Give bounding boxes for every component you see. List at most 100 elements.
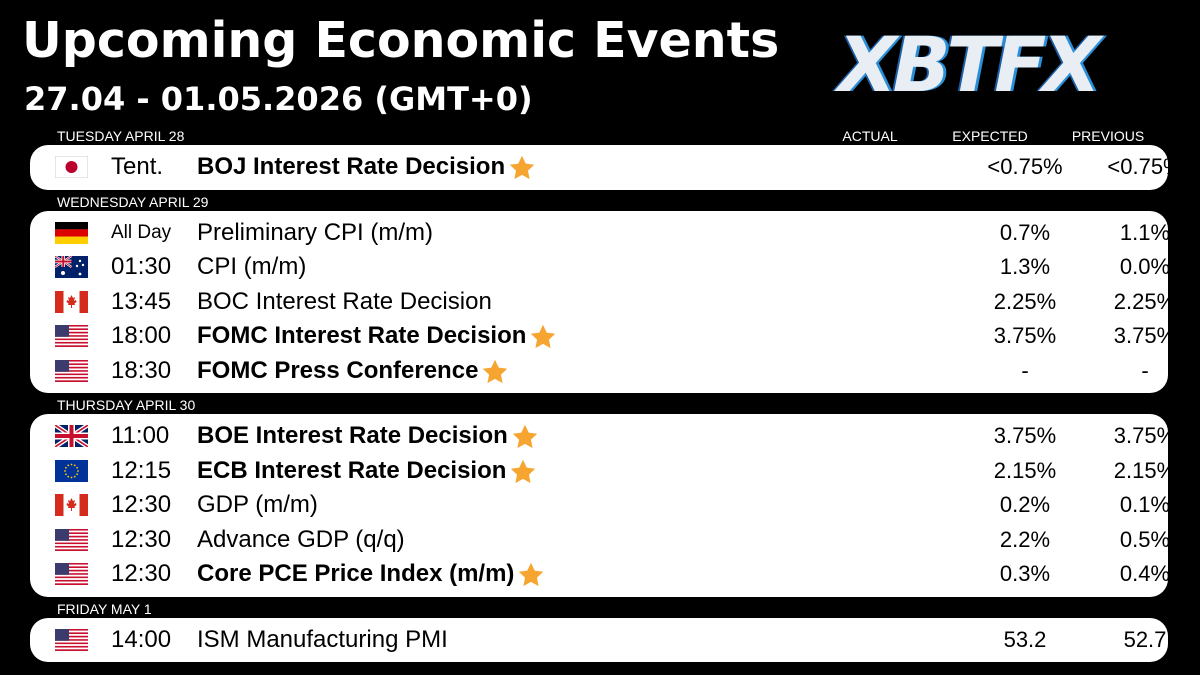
- event-time: Tent.: [111, 153, 164, 180]
- event-name: ECB Interest Rate Decision: [197, 456, 537, 486]
- event-name: Preliminary CPI (m/m): [197, 219, 433, 247]
- previous-value: 1.1%: [1119, 219, 1171, 245]
- event-row: 01:30 CPI (m/m) 1.3% 0.0%: [30, 250, 1171, 284]
- event-row: All Day Preliminary CPI (m/m) 0.7% 1.1%: [30, 216, 1171, 250]
- event-time: 14:00: [111, 625, 172, 653]
- event-time: 12:30: [111, 525, 172, 553]
- country-flag: [55, 528, 88, 551]
- event-time: 12:30: [111, 491, 172, 518]
- country-flag: [55, 156, 88, 178]
- event-row: 18:30 FOMC Press Conference - -: [30, 354, 1168, 388]
- country-flag: [55, 359, 88, 382]
- event-title: Core PCE Price Index (m/m): [197, 560, 515, 587]
- day-group: [30, 210, 1168, 393]
- expected-value: <0.75%: [987, 154, 1063, 179]
- previous-value: 0.4%: [1119, 561, 1171, 586]
- event-title: FOMC Press Conference: [197, 356, 479, 384]
- expected-value: 2.15%: [993, 457, 1057, 483]
- country-flag: [55, 256, 88, 278]
- column-header: ACTUAL: [842, 128, 898, 144]
- event-row: 11:00 BOE Interest Rate Decision 3.75% 3.75…: [30, 419, 1176, 453]
- event-name: FOMC Interest Rate Decision: [197, 321, 557, 351]
- event-name: BOJ Interest Rate Decision: [197, 152, 536, 182]
- event-title: Preliminary CPI (m/m): [197, 218, 434, 246]
- event-row: 12:30 Core PCE Price Index (m/m) 0.3% 0.4%: [30, 557, 1171, 591]
- event-row: 12:30 GDP (m/m) 0.2% 0.1%: [30, 488, 1171, 522]
- column-header: EXPECTED: [952, 128, 1028, 144]
- event-time: 12:30: [111, 560, 172, 587]
- event-time: 11:00: [111, 422, 170, 449]
- star-icon: [511, 459, 536, 483]
- event-name: GDP (m/m): [197, 491, 318, 519]
- event-name: BOE Interest Rate Decision: [197, 421, 539, 451]
- expected-value: 3.75%: [993, 423, 1057, 448]
- expected-value: 0.7%: [999, 219, 1051, 245]
- title: Upcoming Economic Events: [22, 12, 780, 69]
- day-header: TUESDAY APRIL 28: [57, 128, 185, 144]
- country-flag: [55, 459, 88, 482]
- day-header: FRIDAY MAY 1: [57, 600, 152, 617]
- day-group: [30, 414, 1168, 597]
- expected-value: 53.2: [1003, 626, 1047, 652]
- event-name: BOC Interest Rate Decision: [197, 288, 492, 316]
- expected-value: -: [1021, 357, 1029, 383]
- country-flag: [55, 221, 88, 244]
- event-row: Tent. BOJ Interest Rate Decision <0.75% <0.…: [30, 150, 1183, 184]
- previous-value: 3.75%: [1113, 323, 1177, 348]
- event-name: CPI (m/m): [197, 253, 306, 281]
- event-time: All Day: [111, 221, 172, 243]
- previous-value: 2.25%: [1113, 288, 1177, 314]
- country-flag: [55, 494, 88, 516]
- star-icon: [509, 155, 535, 180]
- expected-value: 3.75%: [993, 323, 1057, 348]
- country-flag: [55, 628, 88, 651]
- event-row: 13:45 BOC Interest Rate Decision 2.25% 2.25…: [30, 285, 1176, 319]
- event-time: 12:15: [111, 456, 172, 484]
- event-name: Advance GDP (q/q): [197, 526, 405, 554]
- day-header: WEDNESDAY APRIL 29: [57, 193, 209, 210]
- event-time: 01:30: [111, 253, 172, 280]
- event-name: Core PCE Price Index (m/m): [197, 559, 545, 589]
- star-icon: [519, 562, 544, 587]
- previous-value: -: [1141, 357, 1149, 383]
- event-time: 18:30: [111, 356, 172, 384]
- event-title: BOC Interest Rate Decision: [197, 287, 492, 315]
- expected-value: 2.2%: [999, 526, 1051, 552]
- event-title: FOMC Interest Rate Decision: [197, 322, 527, 349]
- expected-value: 0.3%: [999, 561, 1051, 586]
- previous-value: 3.75%: [1113, 423, 1177, 448]
- previous-value: 52.7: [1123, 626, 1167, 652]
- country-flag: [55, 563, 88, 585]
- expected-value: 2.25%: [993, 288, 1057, 314]
- country-flag: [55, 425, 88, 447]
- country-flag: [55, 325, 88, 347]
- previous-value: 2.15%: [1113, 457, 1177, 483]
- event-title: ECB Interest Rate Decision: [197, 456, 507, 484]
- previous-value: 0.1%: [1119, 492, 1171, 517]
- subtitle: 27.04 - 01.05.2026 (GMT+0): [24, 80, 533, 118]
- event-time: 18:00: [111, 322, 172, 349]
- star-icon: [512, 424, 538, 449]
- expected-value: 0.2%: [999, 492, 1051, 517]
- event-title: ISM Manufacturing PMI: [197, 625, 448, 653]
- event-title: GDP (m/m): [197, 491, 318, 518]
- event-title: BOE Interest Rate Decision: [197, 422, 508, 449]
- previous-value: <0.75%: [1107, 154, 1183, 179]
- event-name: FOMC Press Conference: [197, 356, 509, 386]
- event-row: 12:15 ECB Interest Rate Decision 2.15% 2.15…: [30, 454, 1176, 488]
- previous-value: 0.0%: [1119, 254, 1171, 279]
- event-time: 13:45: [111, 287, 172, 315]
- logo: XBTFX: [838, 20, 1101, 109]
- event-name: ISM Manufacturing PMI: [197, 626, 448, 654]
- day-header: THURSDAY APRIL 30: [57, 397, 196, 413]
- expected-value: 1.3%: [999, 254, 1051, 279]
- event-title: BOJ Interest Rate Decision: [197, 153, 506, 180]
- previous-value: 0.5%: [1119, 526, 1171, 552]
- day-group: [30, 145, 1168, 190]
- star-icon: [531, 324, 556, 349]
- column-header: PREVIOUS: [1071, 128, 1145, 144]
- star-icon: [483, 359, 508, 383]
- event-title: CPI (m/m): [197, 253, 307, 280]
- day-group: [30, 617, 1168, 662]
